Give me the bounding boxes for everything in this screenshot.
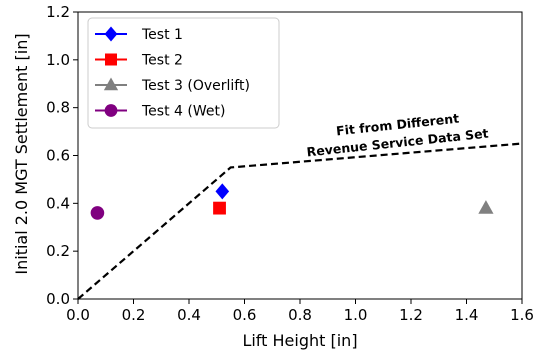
legend-marker-circle [104, 104, 118, 117]
data-point-square [213, 201, 226, 215]
x-tick-label: 0.0 [66, 306, 90, 324]
data-points [90, 183, 494, 220]
axes: 0.0 0.2 0.4 0.6 0.8 1.0 1.2 1.4 1.6 0.0 0.2 0.4 0.6 0… [46, 3, 534, 324]
y-tick-label: 1.2 [46, 3, 70, 21]
y-axis-label: Initial 2.0 MGT Settlement [in] [12, 33, 31, 274]
x-tick-label: 0.8 [288, 306, 312, 324]
x-axis-label: Lift Height [in] [242, 331, 357, 350]
legend-marker-diamond [104, 26, 118, 42]
y-tick-label: 0.6 [46, 147, 70, 165]
data-point-triangle [478, 200, 494, 214]
x-tick-label: 1.0 [344, 306, 368, 324]
legend-label: Test 4 (Wet) [141, 104, 225, 120]
x-tick-label: 1.2 [399, 306, 423, 324]
legend-marker-triangle [103, 77, 119, 91]
data-point-diamond [215, 183, 230, 200]
x-tick-label: 1.6 [510, 306, 534, 324]
legend: Test 1 Test 2 Test 3 (Overlift) Test 4 (Wet… [87, 17, 280, 129]
fit-line [77, 142, 523, 300]
y-tick-label: 0.8 [46, 99, 70, 117]
data-point-circle [90, 206, 105, 220]
legend-label: Test 1 [141, 27, 183, 43]
y-tick-label: 0.0 [46, 290, 70, 308]
y-tick-label: 1.0 [46, 51, 70, 69]
y-tick-label: 0.4 [46, 194, 70, 212]
legend-label: Test 3 (Overlift) [141, 78, 250, 94]
x-tick-label: 0.2 [122, 306, 146, 324]
fit-line-group [77, 142, 523, 300]
legend-label: Test 2 [141, 53, 183, 69]
legend-box [87, 17, 280, 129]
legend-marker-square [105, 53, 117, 66]
annotation-group: Fit from Different Revenue Service Data … [306, 111, 489, 160]
x-tick-label: 0.6 [233, 306, 257, 324]
y-tick-label: 0.2 [46, 242, 70, 260]
x-tick-label: 1.4 [455, 306, 479, 324]
x-tick-label: 0.4 [177, 306, 201, 324]
